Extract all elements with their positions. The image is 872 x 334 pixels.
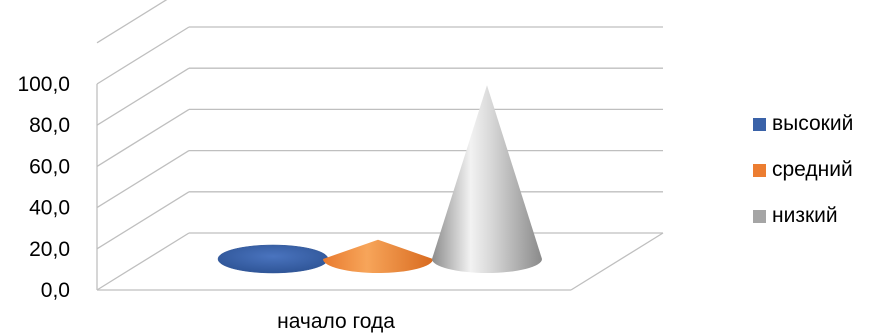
- cone-средний: [323, 239, 433, 273]
- legend-swatch-высокий: [753, 118, 766, 131]
- gridline-side: [96, 108, 190, 167]
- legend-swatch-средний: [753, 164, 766, 177]
- y-tick-label: 80,0: [29, 114, 70, 137]
- y-tick-label: 20,0: [29, 238, 70, 261]
- legend-label-высокий: высокий: [772, 112, 853, 135]
- y-tick-label: 40,0: [29, 197, 70, 220]
- gridline-side: [96, 26, 190, 85]
- y-tick-label: 60,0: [29, 155, 70, 178]
- x-axis-labels: начало года: [277, 310, 395, 333]
- y-tick-label: 100,0: [17, 73, 70, 96]
- gridline-side: [96, 67, 190, 126]
- floor-right-edge: [570, 232, 664, 291]
- cone-высокий: [217, 244, 329, 274]
- y-tick-label: 0,0: [41, 279, 70, 302]
- data-marks: [217, 85, 542, 274]
- cone-base-высокий: [217, 244, 329, 274]
- category-label: начало года: [277, 310, 395, 333]
- gridline-side: [96, 232, 190, 291]
- gridlines: [96, 0, 664, 291]
- legend-swatch-низкий: [753, 210, 766, 223]
- gridline-side: [96, 150, 190, 209]
- legend: высокий средний низкий: [753, 112, 853, 227]
- cone-body-средний: [323, 239, 433, 273]
- y-axis-ticks: 0,0 20,0 40,0 60,0 80,0 100,0: [17, 73, 70, 302]
- cone-body-низкий: [432, 85, 542, 273]
- legend-label-низкий: низкий: [772, 204, 838, 227]
- legend-label-средний: средний: [772, 158, 853, 181]
- gridline-side: [96, 0, 168, 44]
- cone-низкий: [432, 85, 542, 273]
- gridline-side: [96, 191, 190, 250]
